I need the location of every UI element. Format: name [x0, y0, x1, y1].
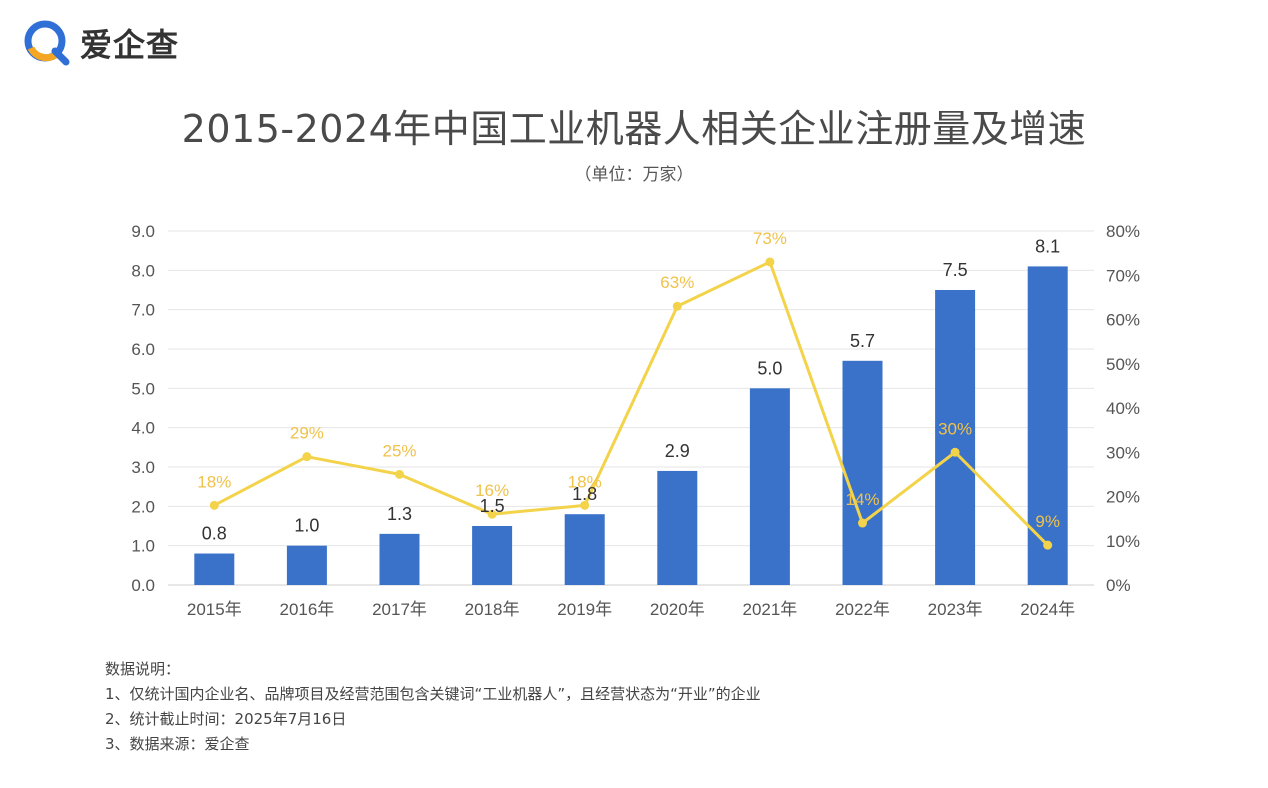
line-data-label: 63% [660, 273, 694, 292]
line-point [209, 500, 219, 510]
brand-name: 爱企查 [80, 26, 180, 64]
right-axis-tick: 60% [1106, 311, 1140, 330]
line-data-label: 25% [382, 441, 416, 460]
right-axis-tick: 70% [1106, 266, 1140, 285]
right-axis-tick: 20% [1106, 488, 1140, 507]
bar [657, 470, 698, 585]
data-notes: 数据说明： 1、仅统计国内企业名、品牌项目及经营范围包含关键词“工业机器人”，且… [105, 657, 761, 757]
q-magnifier-icon [24, 20, 70, 66]
x-axis-tick: 2018年 [465, 600, 520, 619]
right-axis-tick: 30% [1106, 443, 1140, 462]
line-point [858, 518, 867, 528]
left-axis-tick: 3.0 [131, 458, 155, 477]
line-data-label: 29% [290, 424, 324, 443]
left-axis-tick: 5.0 [131, 379, 155, 398]
left-axis-tick: 7.0 [131, 301, 155, 320]
line-point [395, 469, 404, 479]
brand-logo: 爱企查 [22, 18, 179, 68]
right-axis-tick: 10% [1106, 532, 1140, 551]
line-data-label: 18% [568, 472, 602, 491]
x-axis-tick: 2023年 [928, 600, 983, 619]
bar-data-label: 1.5 [480, 496, 505, 516]
notes-heading: 数据说明： [105, 660, 181, 678]
bar [286, 545, 327, 585]
left-axis-tick: 8.0 [131, 261, 155, 280]
chart-unit: （单位：万家） [574, 165, 694, 185]
right-axis-tick: 0% [1106, 576, 1131, 595]
notes-item: 1、仅统计国内企业名、品牌项目及经营范围包含关键词“工业机器人”，且经营状态为“… [105, 685, 761, 703]
left-axis-tick: 4.0 [131, 419, 155, 438]
x-axis-tick: 2016年 [279, 600, 334, 619]
x-axis-tick: 2015年 [187, 600, 242, 619]
left-axis-tick: 1.0 [131, 537, 155, 556]
bar-data-label: 5.7 [850, 331, 875, 351]
bar-data-label: 2.9 [665, 441, 690, 461]
bar [842, 360, 883, 585]
growth-line [213, 260, 1049, 547]
x-axis-tick: 2021年 [742, 600, 797, 619]
notes-item: 2、统计截止时间：2025年7月16日 [105, 710, 347, 728]
left-axis-tick: 9.0 [131, 222, 155, 241]
bar [564, 514, 605, 585]
line-data-label: 9% [1035, 512, 1060, 531]
bar-data-label: 1.0 [294, 516, 319, 536]
line-point [1043, 540, 1053, 550]
bar [935, 290, 976, 585]
x-axis-tick: 2022年 [835, 600, 890, 619]
x-axis-tick: 2019年 [557, 600, 612, 619]
bar-data-label: 5.0 [757, 358, 782, 378]
line-point [672, 301, 682, 311]
line-data-label: 14% [845, 490, 879, 509]
chart-title: 2015-2024年中国工业机器人相关企业注册量及增速 [181, 107, 1087, 151]
left-axis-tick: 0.0 [131, 576, 155, 595]
bar [1027, 266, 1068, 585]
line-point [302, 452, 312, 462]
bar-data-label: 7.5 [943, 260, 968, 280]
line-point [950, 447, 960, 457]
left-axis-tick: 6.0 [131, 340, 155, 359]
line-data-label: 16% [475, 481, 509, 500]
line-data-label: 30% [938, 419, 972, 438]
right-axis-tick: 50% [1106, 355, 1140, 374]
line-data-label: 73% [753, 229, 787, 248]
bar-data-label: 0.8 [202, 524, 227, 544]
left-axis-tick: 2.0 [131, 497, 155, 516]
bar [749, 388, 790, 585]
bar-data-label: 1.8 [572, 484, 597, 504]
bar [194, 553, 235, 585]
x-axis-tick: 2017年 [372, 600, 427, 619]
line-point [765, 257, 775, 267]
x-axis-tick: 2024年 [1020, 600, 1075, 619]
x-axis-tick: 2020年 [650, 600, 705, 619]
bar-data-label: 1.3 [387, 504, 412, 524]
bar-data-label: 8.1 [1035, 236, 1060, 256]
notes-item: 3、数据来源：爱企查 [105, 735, 250, 753]
line-point [487, 509, 497, 519]
bar [472, 526, 513, 585]
line-data-label: 18% [197, 472, 231, 491]
bar [379, 533, 420, 585]
line-point [580, 500, 590, 510]
right-axis-tick: 40% [1106, 399, 1140, 418]
combo-chart: 0.0 1.0 2.0 3.0 4.0 5.0 6.0 7.0 8.0 9.0 0% 10% 20% 30… [131, 222, 1140, 619]
right-axis-tick: 80% [1106, 222, 1140, 241]
